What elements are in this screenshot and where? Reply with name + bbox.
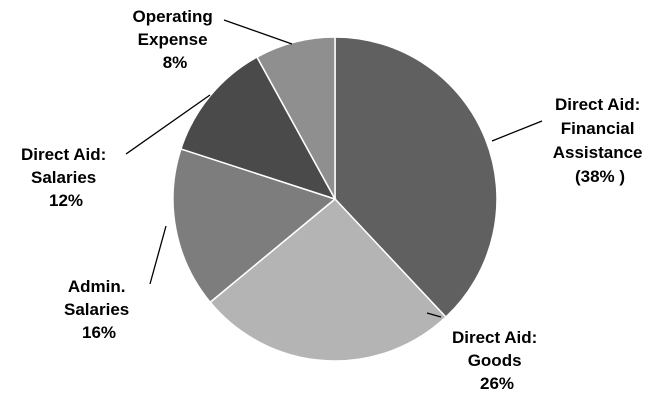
- slice-label-direct-aid-financial: Direct Aid: Financial Assistance (38% ): [553, 95, 648, 186]
- leader-line-direct-aid-financial: [491, 120, 543, 142]
- pie-slice-direct-aid-goods: [209, 197, 447, 362]
- slice-label-line: (38% ): [575, 167, 625, 186]
- slice-label-line: Goods: [468, 351, 522, 370]
- slice-label-line: 8%: [163, 53, 188, 72]
- slice-label-line: Direct Aid:: [21, 145, 106, 164]
- pie-slice-admin-salaries: [172, 147, 337, 304]
- slice-label-line: Direct Aid:: [452, 328, 537, 347]
- leader-line-direct-aid-salaries: [125, 94, 211, 155]
- pie-slice-direct-aid-financial-assistance: [334, 36, 498, 319]
- pie-slice-direct-aid-salaries: [179, 56, 337, 201]
- pie-slice-operating-expense: [255, 36, 336, 200]
- leader-line-admin-salaries: [149, 225, 167, 285]
- slice-label-line: Direct Aid:: [555, 95, 640, 114]
- slice-label-admin-salaries: Admin. Salaries 16%: [64, 277, 134, 342]
- slice-label-line: Expense: [138, 30, 208, 49]
- slice-label-direct-aid-salaries: Direct Aid: Salaries 12%: [21, 145, 111, 210]
- slice-label-line: Admin.: [68, 277, 126, 296]
- leader-line-direct-aid-goods: [426, 312, 442, 318]
- slice-label-line: Salaries: [64, 300, 129, 319]
- leader-lines: [125, 19, 543, 318]
- pie-slices: [172, 36, 498, 362]
- leader-line-operating-expense: [223, 19, 293, 45]
- slice-label-line: 26%: [480, 374, 514, 393]
- slice-label-line: Operating: [132, 7, 212, 26]
- slice-label-line: 16%: [82, 323, 116, 342]
- slice-label-line: 12%: [49, 191, 83, 210]
- slice-label-line: Financial: [561, 119, 635, 138]
- slice-label-line: Salaries: [31, 168, 96, 187]
- slice-label-line: Assistance: [553, 143, 643, 162]
- slice-label-operating-expense: Operating Expense 8%: [132, 7, 217, 72]
- slice-label-direct-aid-goods: Direct Aid: Goods 26%: [452, 328, 542, 393]
